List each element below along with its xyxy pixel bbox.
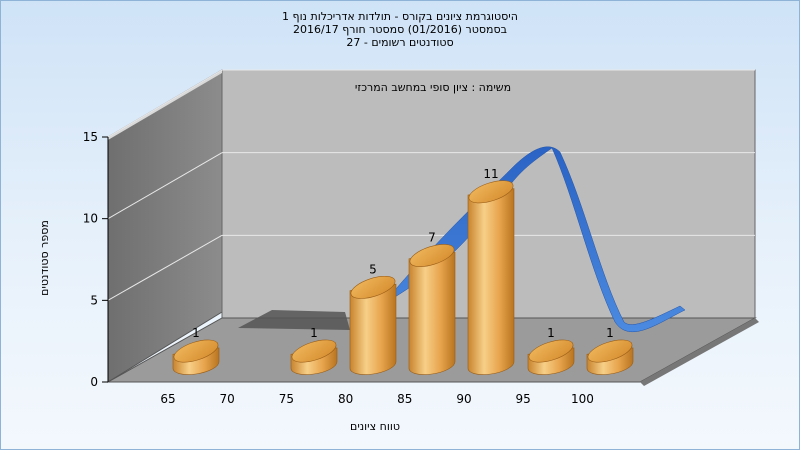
chart-side-edge (108, 70, 222, 140)
bar-shadow (238, 310, 350, 330)
chart-floor-edge (640, 318, 759, 386)
bar-top (409, 244, 455, 267)
bar-top (173, 339, 219, 363)
bar-100: 1 (586, 326, 634, 375)
bar-value-label: 1 (606, 326, 614, 340)
bar-75-80: 1 (290, 326, 338, 375)
x-tick-label: 80 (338, 392, 353, 406)
bar-value-label: 7 (428, 231, 436, 245)
x-axis-label: טווח ציונים (350, 420, 400, 433)
bar-top (587, 339, 633, 363)
x-tick-label: 85 (397, 392, 412, 406)
bar-85-90: 7 (408, 231, 456, 375)
bar-65-70: 1 (172, 326, 220, 375)
x-tick-label: 100 (571, 392, 594, 406)
distribution-curve (389, 146, 686, 333)
y-tick-label: 15 (83, 130, 98, 144)
chart-title-block: היסטוגרמת ציונים בקורס - תולדות אדריכלות… (0, 10, 800, 49)
x-tick-label: 70 (220, 392, 235, 406)
x-tick-label: 75 (279, 392, 294, 406)
chart-title-semester: בסמסטר (01/2016) סמסטר חורף 2016/17 (293, 23, 507, 36)
bar-value-label: 5 (369, 262, 377, 276)
x-tick-label: 95 (516, 392, 531, 406)
bar-top (528, 339, 574, 363)
bar-body (408, 251, 456, 375)
y-tick-label: 10 (83, 212, 98, 226)
bar-body (467, 188, 515, 375)
bar-value-label: 1 (547, 326, 555, 340)
bar-top (468, 180, 514, 204)
bar-value-label: 1 (310, 326, 318, 340)
distribution-curve-ribbon (389, 146, 686, 333)
bar-top (291, 339, 337, 363)
chart-title: היסטוגרמת ציונים בקורס - תולדות אדריכלות… (282, 10, 518, 23)
grid-line-side (107, 152, 223, 220)
y-axis-label: מספר סטודנטים (38, 220, 51, 296)
y-tick-label: 0 (90, 375, 98, 389)
x-tick-label: 90 (456, 392, 471, 406)
grid-line-side (107, 69, 223, 138)
bar-80-85: 5 (349, 262, 397, 375)
bar-top (350, 275, 396, 299)
y-tick-label: 5 (90, 293, 98, 307)
floor-shadow (238, 310, 350, 330)
bar-body (349, 283, 397, 375)
y-axis-ticks: 0 5 10 15 (83, 130, 109, 389)
x-axis-ticks: 65 70 75 80 85 90 95 100 (160, 392, 593, 406)
chart-subtitle: משימה : ציון סופי במחשב המרכזי (355, 81, 511, 94)
x-tick-label: 65 (160, 392, 175, 406)
grid-line-side (107, 234, 223, 301)
bar-90-95: 11 (467, 167, 515, 375)
chart-title-enrolled: סטודנטים רשומים - 27 (346, 36, 454, 49)
bar-95-100: 1 (527, 326, 575, 375)
bar-value-label: 11 (483, 167, 498, 181)
bar-value-label: 1 (192, 326, 200, 340)
